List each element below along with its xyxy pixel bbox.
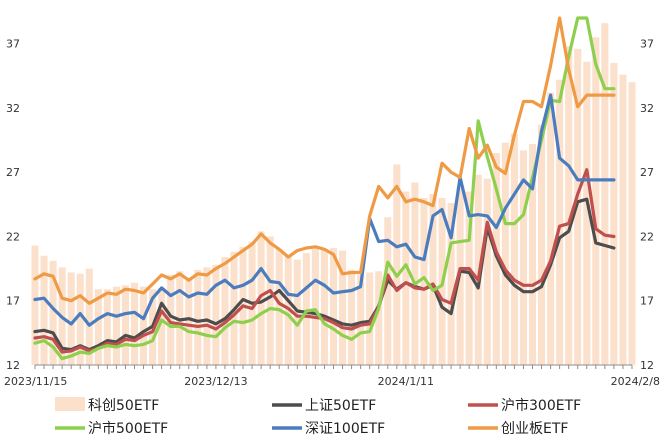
bar — [348, 269, 356, 365]
bar — [519, 150, 527, 365]
legend-swatch — [55, 397, 85, 411]
bar — [194, 269, 202, 365]
bar — [140, 286, 148, 365]
series-line-2 — [33, 16, 616, 361]
y-tick-label-left: 32 — [6, 102, 20, 115]
y-tick-label-left: 27 — [6, 166, 20, 179]
bar — [275, 249, 283, 365]
bar — [320, 249, 328, 365]
bar — [556, 79, 564, 365]
y-tick-label-right: 17 — [640, 295, 654, 308]
bar — [601, 23, 609, 365]
bar — [547, 92, 555, 365]
y-tick-label-right: 22 — [640, 230, 654, 243]
bar — [85, 268, 93, 365]
axes: 12 12 17 17 22 22 27 27 32 32 37 37 2023/11/15 2023/1… — [4, 38, 660, 388]
legend-label-0: 科创50ETF — [88, 398, 159, 414]
bar — [483, 178, 491, 365]
bar — [221, 257, 229, 365]
series-line-4 — [33, 16, 616, 305]
series-line-3 — [33, 93, 616, 327]
bar — [619, 74, 627, 365]
x-tick-label: 2023/11/15 — [4, 375, 67, 388]
bar — [31, 245, 39, 365]
line-series-group — [33, 16, 616, 361]
y-tick-label-left: 22 — [6, 230, 20, 243]
bar — [94, 289, 102, 365]
bar — [420, 197, 428, 365]
y-tick-label-right: 27 — [640, 166, 654, 179]
bar — [103, 289, 111, 365]
bar — [510, 133, 518, 365]
bar — [565, 46, 573, 365]
series-line-0 — [33, 197, 616, 352]
y-tick-label-left: 17 — [6, 295, 20, 308]
bar — [40, 255, 48, 365]
bar — [447, 203, 455, 365]
bar — [528, 143, 537, 365]
bar — [130, 282, 139, 365]
bar — [411, 182, 419, 365]
x-tick-label: 2024/2/8 — [611, 375, 660, 388]
bar — [583, 61, 591, 366]
y-tick-label-left: 12 — [6, 359, 20, 372]
bar — [311, 246, 319, 365]
bar — [112, 286, 120, 365]
legend: 科创50ETF 上证50ETF 沪市300ETF 沪市500ETF 深证100ETF 创业… — [55, 397, 581, 437]
bar — [402, 191, 410, 365]
bar — [76, 273, 84, 365]
bar — [393, 164, 401, 365]
legend-label-2: 沪市300ETF — [501, 397, 581, 414]
bar — [501, 142, 509, 365]
bar — [121, 285, 129, 365]
legend-label-5: 创业板ETF — [501, 421, 568, 437]
bar — [67, 272, 75, 365]
bar — [610, 62, 618, 366]
y-tick-label-left: 37 — [6, 38, 20, 51]
bar — [592, 37, 600, 366]
bar — [49, 260, 57, 365]
y-tick-label-right: 37 — [640, 38, 654, 51]
bar — [538, 124, 546, 365]
legend-label-4: 深证100ETF — [305, 421, 385, 437]
y-tick-label-right: 32 — [640, 102, 654, 115]
legend-label-1: 上证50ETF — [305, 398, 376, 414]
x-tick-label: 2024/1/11 — [378, 375, 434, 388]
bar — [329, 248, 338, 365]
bar — [302, 253, 310, 365]
bar — [158, 287, 166, 365]
bar — [357, 275, 365, 365]
bar — [176, 271, 184, 365]
y-tick-label-right: 12 — [640, 359, 654, 372]
bar — [339, 250, 347, 365]
bar — [212, 264, 220, 365]
bar — [628, 82, 636, 365]
bar — [203, 267, 211, 365]
bar — [375, 271, 383, 365]
legend-label-3: 沪市500ETF — [88, 420, 168, 437]
bar — [266, 236, 274, 365]
bar — [429, 194, 437, 365]
bar — [384, 217, 392, 365]
x-tick-label: 2023/12/13 — [184, 375, 247, 388]
bar — [185, 277, 193, 365]
series-line-1 — [33, 168, 616, 354]
bar — [465, 191, 473, 365]
